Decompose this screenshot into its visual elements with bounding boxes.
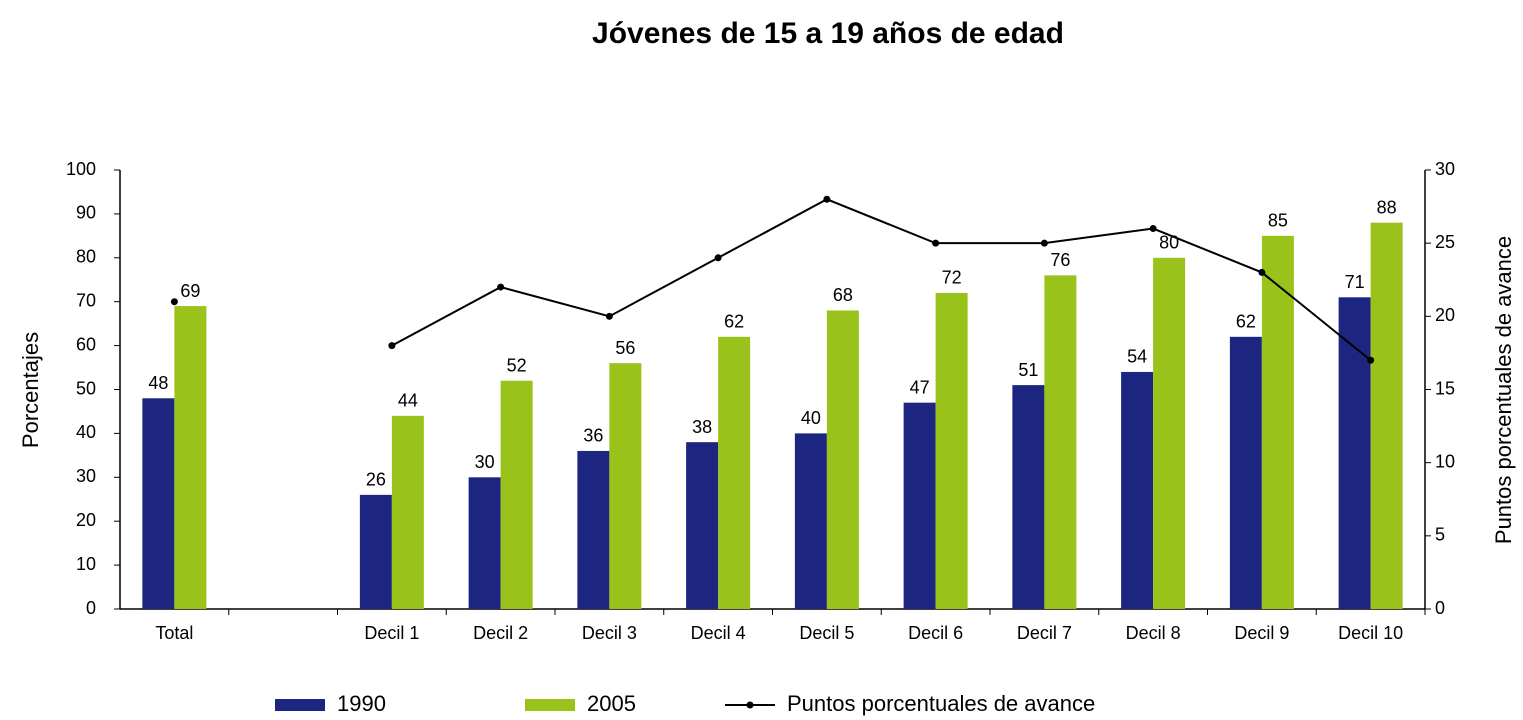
data-label: 52 [507, 355, 527, 375]
bar [1012, 385, 1045, 609]
bar [1261, 235, 1294, 609]
x-tick-label: Decil 2 [473, 623, 528, 643]
bar [359, 494, 392, 609]
legend-label: 2005 [587, 691, 636, 716]
bar [718, 336, 751, 609]
y2-tick-label: 5 [1435, 525, 1445, 545]
bar [577, 450, 610, 609]
x-tick-label: Decil 5 [799, 623, 854, 643]
x-tick-label: Decil 3 [582, 623, 637, 643]
data-label: 88 [1377, 197, 1397, 217]
y-tick-label: 60 [76, 334, 96, 354]
x-tick-label: Decil 9 [1234, 623, 1289, 643]
data-label: 44 [398, 391, 418, 411]
x-tick-label: Decil 7 [1017, 623, 1072, 643]
line [388, 195, 1375, 364]
data-label: 85 [1268, 211, 1288, 231]
data-label: 26 [366, 470, 386, 490]
legend-swatch [275, 699, 325, 711]
data-label: 62 [1236, 312, 1256, 332]
x-tick-label: Total [155, 623, 193, 643]
bar [468, 477, 501, 609]
y2-tick-label: 0 [1435, 598, 1445, 618]
data-label: 47 [910, 377, 930, 397]
x-tick-label: Decil 6 [908, 623, 963, 643]
data-label: 48 [148, 373, 168, 393]
bar [1370, 222, 1403, 609]
data-label: 71 [1345, 272, 1365, 292]
data-label: 76 [1050, 250, 1070, 270]
x-tick-label: Decil 10 [1338, 623, 1403, 643]
y2-tick-label: 25 [1435, 232, 1455, 252]
bar [794, 433, 827, 609]
bar [826, 310, 859, 609]
data-label: 51 [1018, 360, 1038, 380]
data-label: 62 [724, 312, 744, 332]
data-label: 69 [180, 281, 200, 301]
y2-tick-label: 20 [1435, 305, 1455, 325]
chart-title: Jóvenes de 15 a 19 años de edad [592, 17, 1064, 50]
y-tick-label: 50 [76, 378, 96, 398]
data-label: 72 [942, 268, 962, 288]
legend-swatch [525, 699, 575, 711]
y-tick-label: 80 [76, 247, 96, 267]
bar [174, 306, 207, 609]
bar [1338, 297, 1371, 609]
bar [903, 402, 936, 609]
bar [500, 380, 533, 609]
y2-tick-label: 15 [1435, 378, 1455, 398]
y-axis-title: Porcentajes [18, 332, 43, 448]
y2-tick-label: 30 [1435, 159, 1455, 179]
y-tick-label: 30 [76, 466, 96, 486]
data-label: 36 [583, 426, 603, 446]
data-label: 68 [833, 285, 853, 305]
data-label: 40 [801, 408, 821, 428]
bar [1229, 336, 1262, 609]
data-label: 56 [615, 338, 635, 358]
bar [391, 415, 424, 609]
legend-label: Puntos porcentuales de avance [787, 691, 1095, 716]
data-label: 38 [692, 417, 712, 437]
x-tick-label: Decil 8 [1126, 623, 1181, 643]
data-label: 54 [1127, 347, 1147, 367]
data-label: 30 [475, 452, 495, 472]
legend-label: 1990 [337, 691, 386, 716]
y-tick-label: 90 [76, 203, 96, 223]
bar [142, 398, 175, 609]
y2-tick-label: 10 [1435, 451, 1455, 471]
y-tick-label: 100 [66, 159, 96, 179]
y-tick-label: 20 [76, 510, 96, 530]
y-tick-label: 40 [76, 422, 96, 442]
x-tick-label: Decil 4 [691, 623, 746, 643]
legend-marker [746, 701, 754, 709]
bar [1121, 371, 1154, 609]
y-tick-label: 70 [76, 290, 96, 310]
bar [609, 363, 642, 609]
y-tick-label: 0 [86, 598, 96, 618]
y2-axis-title: Puntos porcentuales de avance [1491, 236, 1516, 544]
bar [1153, 257, 1186, 609]
y-tick-label: 10 [76, 554, 96, 574]
bar [935, 292, 968, 609]
bar [686, 442, 719, 609]
bar [1044, 275, 1077, 609]
x-tick-label: Decil 1 [364, 623, 419, 643]
